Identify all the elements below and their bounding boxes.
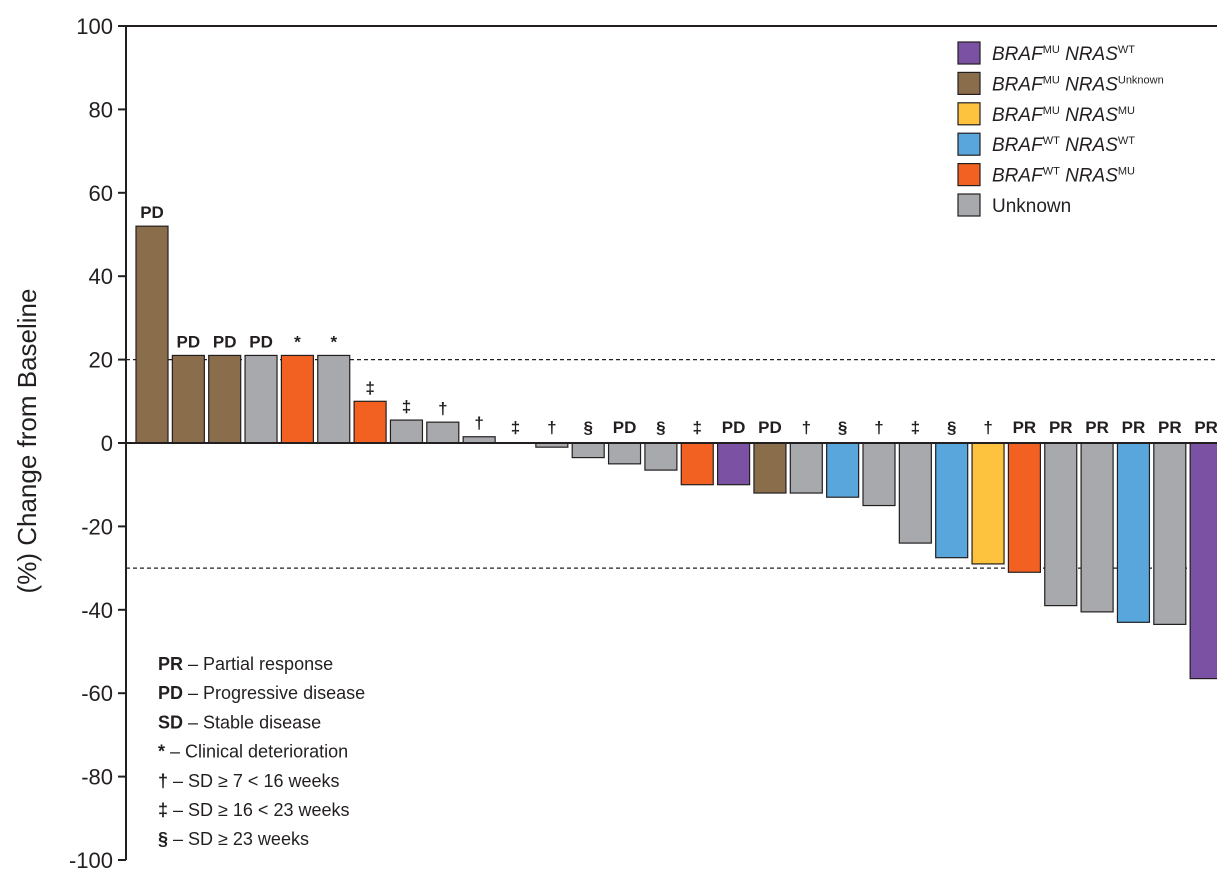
bar [971, 442, 1005, 565]
bar [1080, 442, 1114, 613]
bar [898, 442, 932, 544]
bar [1007, 442, 1042, 573]
bar-label: PR [1049, 418, 1073, 437]
y-axis [125, 25, 1217, 860]
bar-label: PR [1158, 418, 1182, 437]
bar [716, 442, 751, 486]
legend-label: BRAFWT NRASWT [992, 135, 1135, 156]
note-line: PD – Progressive disease [158, 683, 365, 703]
bar-label: PR [1122, 418, 1146, 437]
bar [389, 419, 424, 444]
bar [607, 442, 642, 465]
bar [935, 442, 969, 559]
note-line: § – SD ≥ 23 weeks [158, 829, 309, 849]
bar [644, 442, 678, 471]
bar-label: † [983, 418, 992, 437]
bar [353, 400, 387, 444]
bar-label: § [656, 418, 665, 437]
bar [244, 354, 278, 444]
y-tick-label: 60 [89, 181, 113, 206]
bar [1153, 442, 1187, 625]
bar [135, 225, 169, 444]
y-tick-label: 80 [89, 97, 113, 122]
legend-label: BRAFWT NRASMU [992, 166, 1135, 187]
legend-label: Unknown [992, 196, 1071, 217]
bar-label: * [330, 332, 337, 351]
bar-label: PD [177, 332, 201, 351]
bar [753, 442, 787, 494]
legend-label: BRAFMU NRASMU [992, 105, 1135, 126]
bar-labels: PD PD PD PD * * ‡ ‡ † † ‡ † § PD § ‡ PD PD † § † ‡ § † PR PR PR PR P… [140, 203, 1217, 437]
bar-label: PR [1085, 418, 1109, 437]
bar [208, 354, 242, 444]
bar-label: PR [1194, 418, 1217, 437]
note-line: ‡ – SD ≥ 16 < 23 weeks [158, 800, 350, 820]
bar-label: † [474, 414, 483, 433]
y-tick-label: 0 [101, 431, 113, 456]
bar-label: § [583, 418, 592, 437]
y-tick-label: 20 [89, 348, 113, 373]
note-line: † – SD ≥ 7 < 16 weeks [158, 771, 339, 791]
bar [317, 354, 351, 444]
bar-label: PD [140, 203, 164, 222]
bar-label: † [438, 399, 447, 418]
bar-label: § [838, 418, 847, 437]
bar [862, 442, 896, 507]
legend-label: BRAFMU NRASUnknown [992, 74, 1164, 95]
bar-label: ‡ [511, 418, 520, 437]
y-tick-label: -40 [81, 598, 113, 623]
y-tick-label: -60 [81, 681, 113, 706]
bar-label: † [547, 418, 556, 437]
legend-swatch [957, 132, 981, 156]
bar-label: † [802, 418, 811, 437]
bar-label: * [294, 332, 301, 351]
legend-label: BRAFMU NRASWT [992, 44, 1135, 65]
legend: BRAFMU NRASWT BRAFMU NRASUnknown BRAFMU NR… [957, 41, 1164, 217]
bar-label: PD [249, 332, 273, 351]
bar [789, 442, 823, 494]
bar-label: PD [758, 418, 782, 437]
y-ticks: 100 80 60 40 20 0 -20 -40 -60 -80 -100 [69, 14, 126, 869]
bar-label: ‡ [693, 418, 702, 437]
y-tick-label: -100 [69, 848, 113, 869]
bar-label: PD [722, 418, 746, 437]
y-tick-label: 40 [89, 264, 113, 289]
bar [1116, 442, 1151, 623]
bar-label: ‡ [365, 378, 374, 397]
y-tick-label: 100 [76, 14, 113, 39]
legend-swatch [957, 71, 981, 96]
note-line: SD – Stable disease [158, 712, 321, 732]
bar-label: † [874, 418, 883, 437]
bar-label: § [947, 418, 956, 437]
bar-label: ‡ [402, 397, 411, 416]
bar [680, 442, 714, 486]
bar [826, 442, 860, 498]
bar [1189, 442, 1217, 680]
bar-label: PR [1013, 418, 1037, 437]
y-axis-title: (%) Change from Baseline [12, 289, 42, 594]
legend-swatch [957, 193, 981, 217]
note-line: * – Clinical deterioration [158, 742, 348, 762]
bar-label: ‡ [911, 418, 920, 437]
bar [280, 354, 314, 444]
y-tick-label: -80 [81, 765, 113, 790]
bar-label: PD [613, 418, 637, 437]
abbreviation-notes: PR – Partial response PD – Progressive di… [158, 654, 365, 849]
bar [1044, 442, 1078, 607]
bars [135, 225, 1217, 680]
bar [426, 421, 460, 444]
bar [171, 354, 205, 444]
note-line: PR – Partial response [158, 654, 333, 674]
legend-swatch [957, 41, 981, 65]
bar [571, 442, 605, 459]
legend-swatch [957, 102, 981, 126]
bar-label: PD [213, 332, 237, 351]
y-tick-label: -20 [81, 514, 113, 539]
legend-swatch [957, 163, 981, 187]
